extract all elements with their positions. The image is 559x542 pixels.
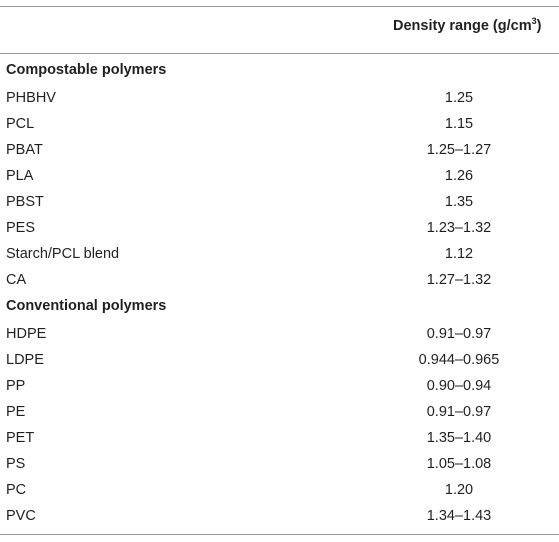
density-value: 1.35–1.40: [426, 430, 492, 446]
polymer-name: PES: [6, 220, 36, 236]
table-row: PE 0.91–0.97: [0, 404, 559, 430]
table-row: PCL 1.15: [0, 116, 559, 142]
density-value: 0.90–0.94: [426, 378, 492, 394]
table-row: Starch/PCL blend 1.12: [0, 246, 559, 272]
column-header-density: Density range (g/cm3): [393, 16, 542, 34]
density-value: 0.91–0.97: [426, 326, 492, 342]
density-value: 0.91–0.97: [426, 404, 492, 420]
table-row: PVC 1.34–1.43: [0, 508, 559, 534]
table-row: PP 0.90–0.94: [0, 378, 559, 404]
table-row: PET 1.35–1.40: [0, 430, 559, 456]
table-row: CA 1.27–1.32: [0, 272, 559, 298]
polymer-name: PP: [6, 378, 26, 394]
polymer-name: HDPE: [6, 326, 47, 342]
polymer-name: Starch/PCL blend: [6, 246, 120, 262]
section-title-conventional: Conventional polymers: [6, 298, 167, 314]
density-value: 1.34–1.43: [426, 508, 492, 524]
table-row: PBAT 1.25–1.27: [0, 142, 559, 168]
density-value: 1.23–1.32: [426, 220, 492, 236]
density-value: 1.20: [444, 482, 474, 498]
density-value: 1.26: [444, 168, 474, 184]
polymer-name: CA: [6, 272, 27, 288]
polymer-name: PC: [6, 482, 27, 498]
density-value: 1.25: [444, 90, 474, 106]
polymer-name: PVC: [6, 508, 36, 524]
table-row: PS 1.05–1.08: [0, 456, 559, 482]
density-value: 1.15: [444, 116, 474, 132]
polymer-name: PBAT: [6, 142, 43, 158]
polymer-name: PS: [6, 456, 26, 472]
density-value: 1.27–1.32: [426, 272, 492, 288]
table-row: PBST 1.35: [0, 194, 559, 220]
density-value: 1.35: [444, 194, 474, 210]
header-bottom-rule: [0, 53, 559, 54]
density-value: 1.05–1.08: [426, 456, 492, 472]
density-value: 1.25–1.27: [426, 142, 492, 158]
density-value: 0.944–0.965: [418, 352, 500, 368]
section-title-compostable: Compostable polymers: [6, 62, 167, 78]
polymer-name: LDPE: [6, 352, 44, 368]
table-row: PHBHV 1.25: [0, 90, 559, 116]
polymer-name: PE: [6, 404, 26, 420]
density-value: 1.12: [444, 246, 474, 262]
table-row: PLA 1.26: [0, 168, 559, 194]
table-row: HDPE 0.91–0.97: [0, 326, 559, 352]
table-bottom-rule: [0, 534, 559, 535]
table-top-rule: [0, 6, 559, 7]
table-row: PES 1.23–1.32: [0, 220, 559, 246]
table-row: LDPE 0.944–0.965: [0, 352, 559, 378]
polymer-name: PBST: [6, 194, 44, 210]
polymer-name: PLA: [6, 168, 34, 184]
polymer-name: PHBHV: [6, 90, 56, 106]
table-row: PC 1.20: [0, 482, 559, 508]
polymer-name: PET: [6, 430, 35, 446]
polymer-name: PCL: [6, 116, 35, 132]
